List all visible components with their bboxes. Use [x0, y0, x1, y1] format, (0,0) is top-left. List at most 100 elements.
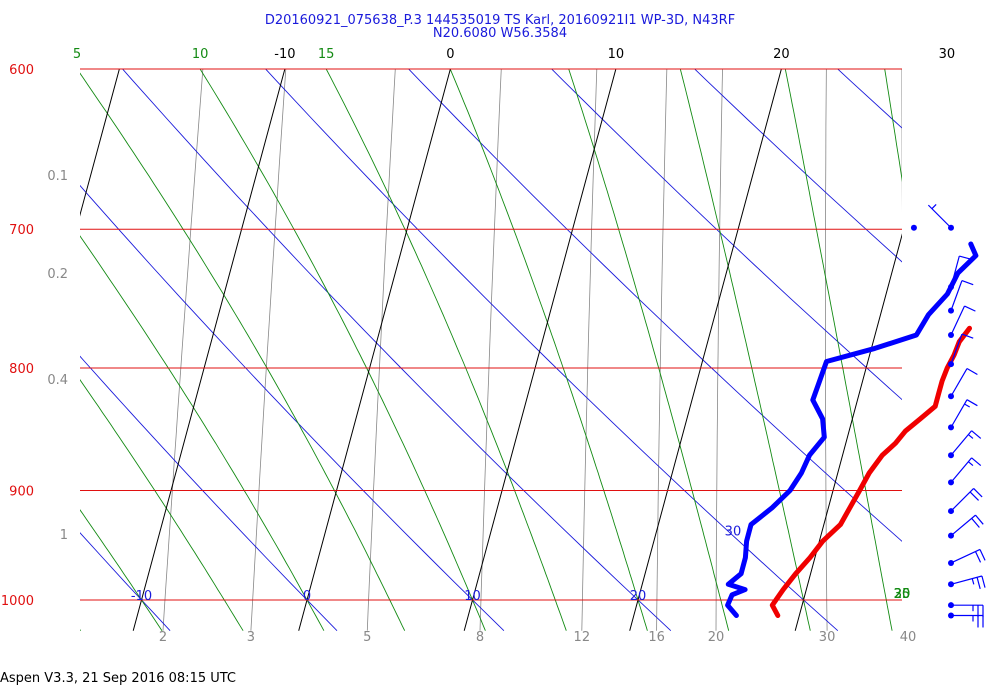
- wind-barb-flag: [973, 488, 983, 498]
- mixing-ratio-line-20: [715, 69, 723, 631]
- mixing-ratio-label: 0.2: [47, 267, 68, 282]
- moist-adiabat-label: 15: [318, 47, 335, 62]
- mixing-ratio-bottom-label: 40: [900, 630, 917, 645]
- dry-adiabat-label: 10: [464, 589, 481, 604]
- moist-adiabat-right-label: 20: [894, 587, 911, 602]
- wind-barb: [948, 279, 974, 314]
- mixing-ratio-line-16: [656, 69, 668, 631]
- wind-barb-flag: [966, 399, 978, 407]
- footer-text: Aspen V3.3, 21 Sep 2016 08:15 UTC: [0, 671, 237, 686]
- dewpoint-isolated-point: [910, 224, 917, 231]
- wind-barb-half-flag: [931, 203, 937, 210]
- wind-barb-flag: [971, 430, 982, 439]
- wind-barb-flag: [976, 577, 981, 590]
- mixing-ratio-bottom-label: 30: [819, 630, 836, 645]
- isotherm-label: 20: [773, 47, 790, 62]
- wind-barb-flag: [979, 549, 986, 561]
- mixing-ratio-bottom-label: 2: [159, 630, 167, 645]
- mixing-ratio-line-2: [162, 69, 204, 631]
- wind-barb: [948, 514, 984, 539]
- wind-barb: [948, 430, 982, 459]
- isotherm-label: 10: [608, 47, 625, 62]
- wind-barb-staff: [950, 457, 973, 483]
- wind-barb-staff: [950, 280, 963, 311]
- dewpoint-profile: [725, 241, 979, 618]
- pressure-label-600: 600: [9, 63, 34, 78]
- isotherm-line: [298, 69, 451, 631]
- wind-barb-flag: [964, 305, 976, 312]
- wind-barb: [948, 305, 976, 339]
- wind-barb-flag: [974, 551, 982, 563]
- moist-adiabat-right-label: 30: [894, 587, 911, 602]
- dry-adiabat-line: [0, 0, 3, 631]
- mixing-ratio-line-12: [581, 69, 598, 631]
- mixing-ratio-bottom-label: 12: [574, 630, 591, 645]
- pressure-label-800: 800: [9, 362, 34, 377]
- moist-adiabat-line: [784, 69, 893, 631]
- moist-adiabat-line: [325, 69, 567, 631]
- title-line-1: D20160921_075638_P.3 144535019 TS Karl, …: [264, 13, 736, 28]
- wind-barb-flag: [966, 368, 978, 376]
- isotherm-label: -10: [274, 47, 295, 62]
- wind-barb: [948, 457, 982, 486]
- isotherm-label: 30: [939, 47, 956, 62]
- moist-adiabat-line: [80, 72, 406, 631]
- wind-barb: [948, 255, 972, 291]
- moist-adiabat-label: 5: [73, 47, 81, 62]
- mixing-ratio-bottom-label: 8: [476, 630, 484, 645]
- moist-adiabat-line: [679, 69, 811, 631]
- dry-adiabat-label: -10: [131, 589, 152, 604]
- dry-adiabat-label: 20: [630, 589, 647, 604]
- mixing-ratio-bottom-label: 5: [363, 630, 371, 645]
- mixing-ratio-label: 0.1: [47, 169, 68, 184]
- dry-adiabat-line: [80, 532, 171, 632]
- wind-barb: [948, 399, 978, 431]
- mixing-ratio-line-1: [21, 52, 70, 631]
- wind-barb: [927, 203, 954, 231]
- plot-area: [0, 0, 1000, 632]
- mixing-ratio-bottom-label: 16: [648, 630, 665, 645]
- mixing-ratio-label: 0.4: [47, 373, 68, 388]
- wind-barb: [948, 602, 984, 618]
- temperature-profile: [769, 325, 972, 618]
- moist-adiabat-line: [449, 69, 648, 631]
- wind-barb-flag: [961, 333, 974, 339]
- wind-barb-half-flag: [967, 461, 974, 466]
- dry-adiabat-line: [80, 355, 338, 632]
- wind-barb-half-flag: [971, 578, 975, 585]
- title-line-2: N20.6080 W56.3584: [432, 26, 568, 41]
- wind-barb-flag: [971, 457, 982, 467]
- dry-adiabat-label: 30: [725, 525, 742, 540]
- dry-adiabat-line: [264, 69, 839, 632]
- wind-barb-staff: [950, 305, 966, 336]
- pressure-label-700: 700: [9, 223, 34, 238]
- wind-barb: [948, 575, 986, 590]
- moist-adiabat-line: [568, 69, 730, 631]
- mixing-ratio-bottom-label: 3: [247, 630, 255, 645]
- wind-barb-staff: [927, 204, 952, 229]
- moist-adiabat-line: [80, 509, 163, 631]
- chart-title: D20160921_075638_P.3 144535019 TS Karl, …: [0, 14, 1000, 40]
- isotherm-line: [132, 69, 286, 631]
- wind-barb-half-flag: [964, 403, 970, 408]
- moist-adiabat-right-label: 25: [894, 587, 911, 602]
- moist-adiabat-line: [884, 69, 902, 183]
- mixing-ratio-line-3: [250, 69, 287, 631]
- mixing-ratio-label: 1: [60, 528, 68, 543]
- isotherm-line: [629, 69, 782, 631]
- moist-adiabat-line: [199, 69, 486, 631]
- moist-adiabat-label: 10: [192, 47, 209, 62]
- wind-barb: [948, 548, 986, 566]
- isotherm-line: [961, 52, 1000, 631]
- wind-barb-flag: [971, 517, 980, 528]
- wind-barb-half-flag: [967, 434, 974, 439]
- isotherm-line: [463, 69, 617, 631]
- dry-adiabat-line: [408, 69, 902, 542]
- wind-barb-flag: [969, 491, 980, 501]
- dry-adiabat-label: 0: [303, 589, 311, 604]
- wind-barb-staff: [950, 399, 968, 428]
- pressure-label-900: 900: [9, 484, 34, 499]
- wind-barb: [948, 368, 978, 400]
- isotherm-line: [80, 69, 120, 217]
